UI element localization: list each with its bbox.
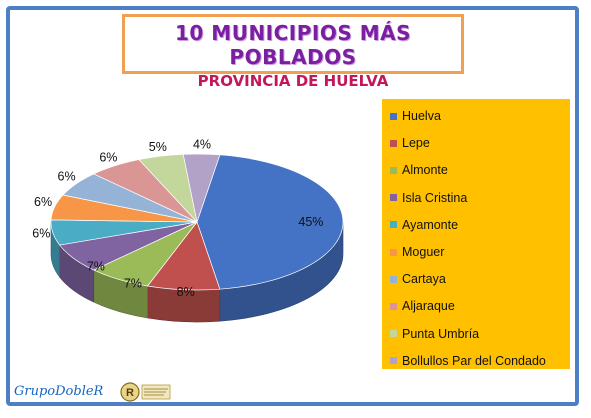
data-label: 6% [99, 150, 117, 164]
data-label: 5% [149, 140, 167, 154]
legend-item: Bollullos Par del Condado [390, 352, 546, 370]
legend-swatch [390, 194, 397, 202]
data-label: 45% [298, 215, 323, 229]
legend-swatch [390, 166, 397, 174]
legend-label: Aljaraque [402, 299, 455, 314]
data-label: 6% [58, 170, 76, 184]
legend-item: Isla Cristina [390, 189, 467, 207]
logo-seal-icon: R [120, 382, 171, 402]
data-label: 7% [124, 277, 142, 291]
legend-item: Huelva [390, 107, 441, 125]
legend-item: Cartaya [390, 270, 446, 288]
legend-item: Aljaraque [390, 297, 455, 315]
legend-swatch [390, 330, 397, 338]
legend-label: Almonte [402, 163, 448, 178]
svg-text:R: R [126, 387, 134, 399]
data-label: 8% [177, 285, 195, 299]
legend-label: Bollullos Par del Condado [402, 353, 546, 368]
legend-label: Punta Umbría [402, 326, 480, 341]
legend-item: Lepe [390, 134, 430, 152]
pie-slice [182, 153, 221, 224]
legend-swatch [390, 248, 397, 256]
chart-title: 10 MUNICIPIOS MÁS POBLADOS [175, 21, 411, 69]
legend-label: Ayamonte [402, 217, 459, 232]
data-label: 7% [87, 259, 105, 273]
legend: Huelva Lepe Almonte Isla Cristina Ayamonte Mo… [382, 99, 570, 369]
legend-item: Almonte [390, 161, 448, 179]
legend-swatch [390, 139, 397, 147]
pie-slice [196, 154, 344, 290]
data-label: 6% [34, 195, 52, 209]
data-label: 4% [193, 138, 211, 152]
legend-swatch [390, 221, 397, 229]
legend-swatch [390, 112, 397, 120]
chart-subtitle: PROVINCIA DE HUELVA [197, 72, 389, 90]
legend-label: Moguer [402, 245, 445, 259]
legend-swatch [390, 275, 397, 283]
legend-item: Moguer [390, 243, 444, 261]
title-box: 10 MUNICIPIOS MÁS POBLADOS PROVINCIA DE … [122, 14, 464, 90]
legend-label: Huelva [402, 109, 441, 123]
logo-text: GrupoDobleR [14, 384, 104, 399]
legend-label: Lepe [402, 136, 430, 151]
legend-label: Cartaya [402, 272, 446, 287]
legend-label: Isla Cristina [402, 190, 468, 205]
legend-swatch [390, 302, 397, 310]
legend-swatch [390, 357, 397, 365]
legend-item: Ayamonte [390, 216, 458, 234]
data-label: 6% [32, 227, 50, 241]
legend-item: Punta Umbría [390, 325, 479, 343]
